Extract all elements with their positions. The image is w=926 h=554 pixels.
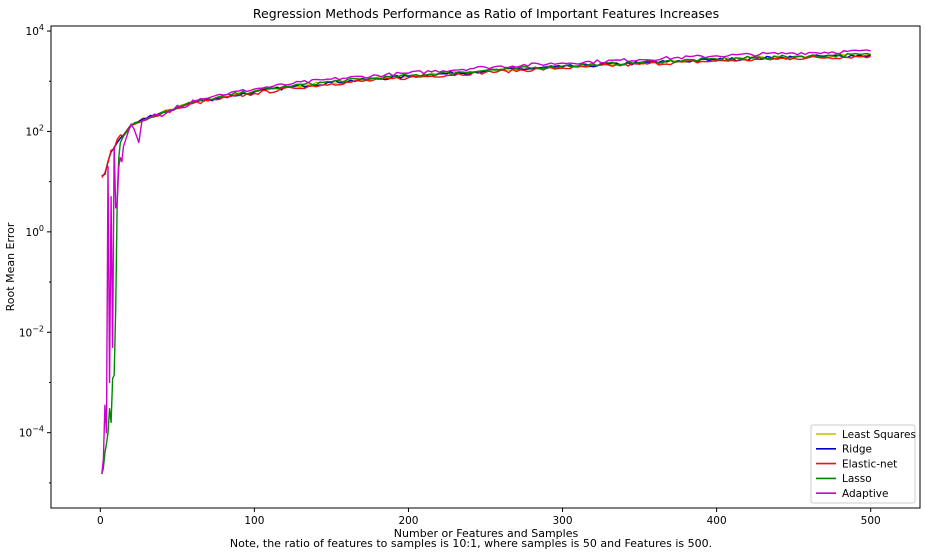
series-line-ridge (101, 54, 871, 177)
y-axis-label: Root Mean Error (4, 222, 17, 311)
legend-label: Ridge (842, 444, 872, 456)
y-tick-label: 10−4 (19, 425, 44, 440)
axes-frame (50, 25, 921, 509)
y-tick-label: 10−2 (19, 324, 44, 339)
y-axis-ticks: 10−4 10−2 100 102 104 (19, 23, 51, 484)
legend-box (810, 424, 916, 504)
legend-label: Lasso (842, 473, 872, 485)
x-tick-label: 500 (861, 515, 881, 527)
x-tick-label: 200 (398, 515, 418, 527)
y-tick-label: 104 (26, 23, 44, 38)
legend-label: Adaptive (842, 488, 888, 500)
x-tick-label: 100 (244, 515, 264, 527)
x-axis-ticks: 0 100 200 300 400 500 (97, 508, 881, 527)
caption-note: Note, the ratio of features to samples i… (230, 537, 712, 550)
x-tick-label: 0 (97, 515, 104, 527)
x-axis-label: Number or Features and Samples (394, 527, 579, 540)
chart-title: Regression Methods Performance as Ratio … (253, 6, 719, 21)
plot-area (101, 49, 871, 475)
x-tick-label: 300 (553, 515, 573, 527)
y-tick-label: 102 (26, 123, 44, 138)
legend: Least Squares Ridge Elastic-net Lasso Adapti… (810, 424, 916, 504)
x-tick-label: 400 (707, 515, 727, 527)
legend-label: Elastic-net (842, 458, 897, 470)
series-line-lasso (101, 52, 871, 475)
series-line-adaptive (101, 49, 871, 475)
y-tick-label: 100 (26, 224, 44, 239)
legend-label: Least Squares (842, 429, 916, 441)
series-line-elastic-net (101, 55, 871, 179)
